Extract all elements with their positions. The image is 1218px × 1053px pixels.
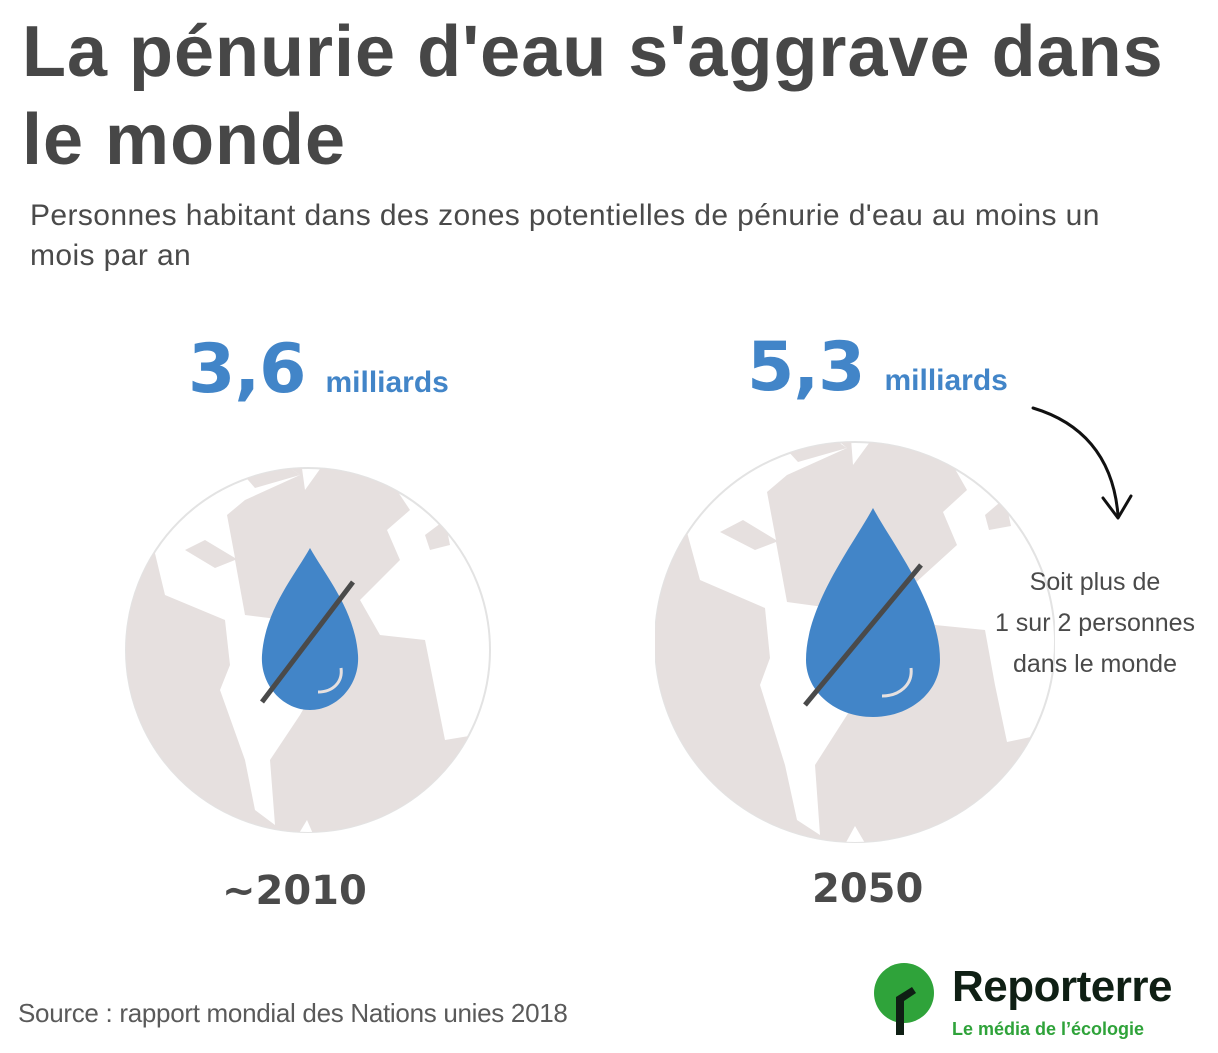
logo-name: Reporterre (952, 962, 1172, 1011)
globe-icon (125, 467, 491, 833)
annotation-line: Soit plus de (1029, 568, 1161, 596)
reporterre-logo: Reporterre Le média de l’écologie (872, 963, 1172, 1040)
logo-tagline: Le média de l’écologie (952, 1019, 1145, 1039)
stat-2010: 3,6 milliards (188, 330, 449, 409)
source-note: Source : rapport mondial des Nations uni… (18, 998, 568, 1028)
stat-value: 3,6 (188, 330, 306, 409)
tree-logo-icon (874, 963, 934, 1035)
year-label-2050: 2050 (812, 866, 924, 912)
year-label-2010: ~2010 (222, 868, 367, 914)
annotation-text: Soit plus de 1 sur 2 personnes dans le m… (970, 562, 1218, 685)
curved-arrow-icon (1031, 406, 1133, 520)
annotation-line: 1 sur 2 personnes (994, 609, 1196, 637)
page-title: La pénurie d'eau s'aggrave dans le monde (22, 12, 1164, 180)
stat-value: 5,3 (747, 328, 865, 407)
subtitle: Personnes habitant dans des zones potent… (30, 199, 1100, 272)
stat-unit: milliards (884, 364, 1008, 397)
annotation-line: dans le monde (1012, 650, 1177, 678)
water-drop-crossed-icon (803, 508, 940, 717)
stat-unit: milliards (325, 366, 449, 399)
water-drop-crossed-icon (260, 548, 359, 710)
stat-2050: 5,3 milliards (747, 328, 1008, 407)
globe-icon (655, 441, 1055, 843)
